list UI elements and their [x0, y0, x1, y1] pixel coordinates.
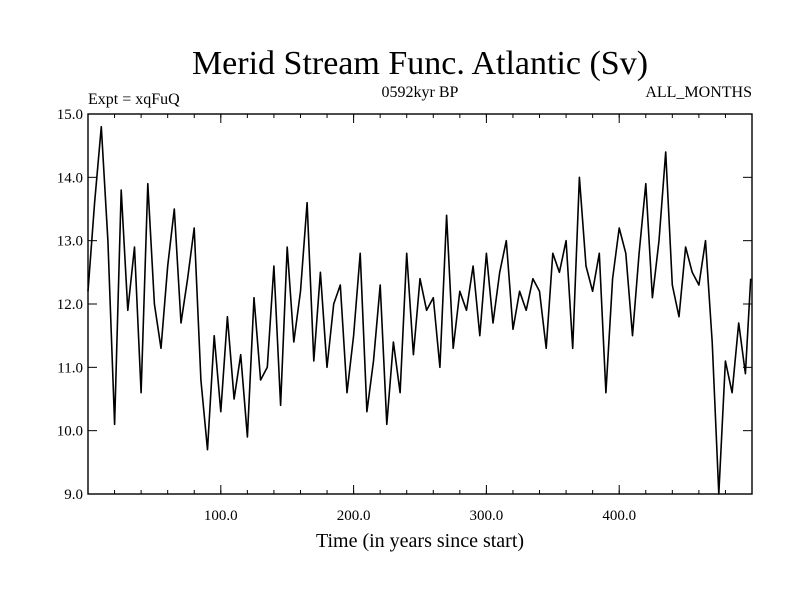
y-tick-label: 10.0: [57, 424, 83, 440]
x-tick-label: 100.0: [204, 508, 238, 524]
chart-title: Merid Stream Func. Atlantic (Sv): [192, 45, 648, 82]
experiment-label: Expt = xqFuQ: [88, 91, 180, 108]
y-tick-label: 13.0: [57, 234, 83, 250]
x-tick-label: 200.0: [337, 508, 371, 524]
plot-frame: [87, 113, 753, 495]
x-axis-label: Time (in years since start): [316, 530, 524, 552]
series-group: [87, 125, 752, 495]
y-tick-label: 15.0: [57, 107, 83, 123]
axes: 9.0 10.0 11.0 12.0 13.0 14.0 15.0 100.0 200.0 300…: [57, 107, 752, 524]
y-tick-label: 14.0: [57, 170, 83, 186]
age-label: 0592kyr BP: [382, 84, 459, 101]
x-tick-label: 300.0: [470, 508, 504, 524]
y-tick-label: 9.0: [64, 487, 83, 503]
y-tick-label: 11.0: [57, 360, 83, 376]
y-tick-label: 12.0: [57, 297, 83, 313]
series-line: [87, 125, 752, 495]
months-label: ALL_MONTHS: [645, 84, 752, 101]
x-tick-label: 400.0: [602, 508, 636, 524]
